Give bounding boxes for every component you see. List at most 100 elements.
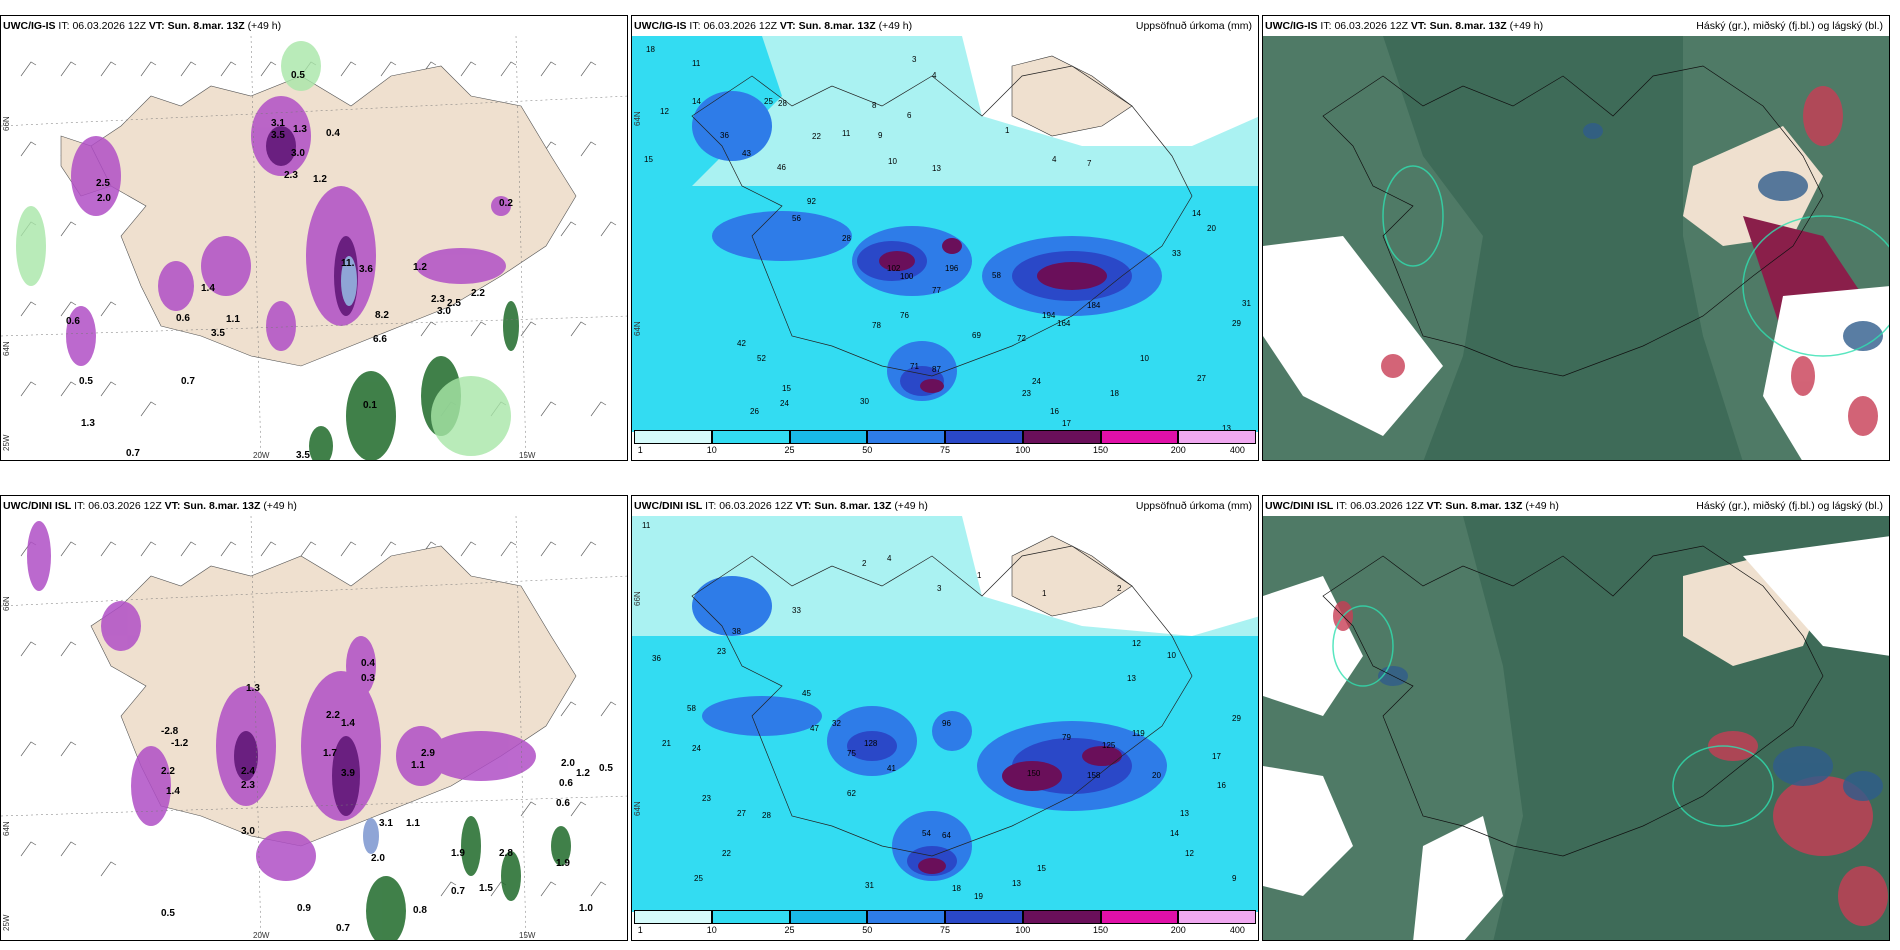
colorbar-segment (1100, 430, 1179, 444)
svg-text:1.1: 1.1 (226, 314, 240, 325)
svg-text:17: 17 (1062, 419, 1071, 428)
svg-text:54: 54 (922, 829, 931, 838)
svg-text:29: 29 (1232, 714, 1241, 723)
svg-text:2.3: 2.3 (241, 780, 255, 791)
svg-text:184: 184 (1087, 301, 1101, 310)
svg-text:0.7: 0.7 (126, 448, 140, 459)
svg-text:4: 4 (1052, 155, 1057, 164)
dini-isl-precip-type-panel: UWC/DINI ISL IT: 06.03.2026 12Z VT: Sun.… (0, 495, 628, 941)
svg-text:9: 9 (1232, 874, 1237, 883)
svg-text:76: 76 (900, 311, 909, 320)
light-rain (16, 41, 511, 456)
svg-text:2: 2 (862, 559, 867, 568)
svg-text:0.2: 0.2 (499, 198, 513, 209)
colorbar-tick: 25 (784, 925, 795, 935)
svg-text:0.5: 0.5 (79, 376, 93, 387)
svg-text:64N: 64N (2, 341, 11, 356)
svg-text:2.0: 2.0 (371, 853, 385, 864)
colorbar-segment (1022, 910, 1101, 924)
svg-text:58: 58 (687, 704, 696, 713)
svg-text:100: 100 (900, 272, 914, 281)
colorbar-segment (789, 430, 868, 444)
svg-text:36: 36 (720, 131, 729, 140)
svg-text:119: 119 (1132, 729, 1145, 738)
svg-text:2.0: 2.0 (97, 193, 111, 204)
colorbar-tick: 1 (637, 445, 643, 455)
svg-text:0.7: 0.7 (181, 376, 195, 387)
svg-text:3: 3 (912, 55, 917, 64)
svg-text:66N: 66N (2, 116, 11, 131)
panel-header: UWC/DINI ISL IT: 06.03.2026 12Z VT: Sun.… (632, 496, 1258, 516)
svg-text:3.1: 3.1 (379, 818, 393, 829)
svg-text:25W: 25W (2, 434, 11, 451)
svg-text:1: 1 (1005, 126, 1010, 135)
svg-text:3.5: 3.5 (296, 450, 310, 461)
svg-text:158: 158 (1087, 771, 1101, 780)
svg-text:32: 32 (832, 719, 841, 728)
svg-text:43: 43 (742, 149, 751, 158)
colorbar-segment (711, 430, 790, 444)
svg-text:-1.2: -1.2 (171, 738, 189, 749)
svg-text:1.7: 1.7 (323, 748, 337, 759)
svg-text:2.2: 2.2 (326, 710, 340, 721)
colorbar-segment (867, 910, 945, 924)
svg-text:25: 25 (694, 874, 703, 883)
colorbar-segment (945, 430, 1023, 444)
svg-text:30: 30 (860, 397, 869, 406)
svg-text:194: 194 (1042, 311, 1056, 320)
svg-text:1.2: 1.2 (413, 262, 427, 273)
svg-text:10: 10 (1140, 354, 1149, 363)
svg-text:1.3: 1.3 (246, 683, 260, 694)
svg-text:22: 22 (722, 849, 731, 858)
svg-text:2.2: 2.2 (471, 288, 485, 299)
svg-text:77: 77 (932, 286, 941, 295)
svg-text:6.6: 6.6 (373, 334, 387, 345)
svg-text:31: 31 (1242, 299, 1251, 308)
svg-text:26: 26 (750, 407, 759, 416)
svg-text:12: 12 (1185, 849, 1194, 858)
colorbar-tick: 50 (862, 445, 873, 455)
colorbar-tick: 100 (1015, 925, 1031, 935)
svg-text:0.7: 0.7 (451, 886, 465, 897)
svg-text:0.4: 0.4 (326, 128, 340, 139)
svg-text:2.0: 2.0 (561, 758, 575, 769)
svg-text:2.5: 2.5 (96, 178, 110, 189)
svg-text:3.5: 3.5 (271, 130, 285, 141)
svg-text:13: 13 (932, 164, 941, 173)
colorbar-segment (867, 430, 945, 444)
svg-text:0.4: 0.4 (361, 658, 375, 669)
svg-text:0.5: 0.5 (161, 908, 175, 919)
svg-text:1.4: 1.4 (201, 283, 215, 294)
svg-text:64N: 64N (2, 821, 11, 836)
svg-text:16: 16 (1217, 781, 1226, 790)
svg-text:15W: 15W (519, 451, 536, 460)
svg-text:46: 46 (777, 163, 786, 172)
colorbar-tick: 10 (706, 445, 717, 455)
svg-text:72: 72 (1017, 334, 1026, 343)
svg-text:45: 45 (802, 689, 811, 698)
svg-text:9: 9 (878, 131, 883, 140)
svg-text:79: 79 (1062, 733, 1071, 742)
colorbar-tick: 100 (1015, 445, 1031, 455)
svg-text:22: 22 (812, 132, 821, 141)
svg-text:0.8: 0.8 (413, 905, 427, 916)
colorbar-segment (945, 910, 1023, 924)
svg-text:2.8: 2.8 (499, 848, 513, 859)
svg-text:38: 38 (732, 627, 741, 636)
svg-text:14: 14 (1192, 209, 1201, 218)
svg-text:3.1: 3.1 (271, 118, 285, 129)
svg-text:23: 23 (702, 794, 711, 803)
colorbar-segment (789, 910, 868, 924)
colorbar-segment (1178, 910, 1256, 924)
colorbar-segment (1100, 910, 1179, 924)
svg-text:23: 23 (1022, 389, 1031, 398)
panel-header: UWC/IG-IS IT: 06.03.2026 12Z VT: Sun. 8.… (1263, 16, 1889, 36)
svg-text:64N: 64N (633, 111, 642, 126)
svg-text:1: 1 (1042, 589, 1047, 598)
svg-text:3.0: 3.0 (291, 148, 305, 159)
svg-text:128: 128 (864, 739, 878, 748)
colorbar-tick: 400 (1229, 445, 1245, 455)
svg-text:2: 2 (1117, 584, 1122, 593)
svg-text:21: 21 (662, 739, 671, 748)
svg-text:20: 20 (1207, 224, 1216, 233)
